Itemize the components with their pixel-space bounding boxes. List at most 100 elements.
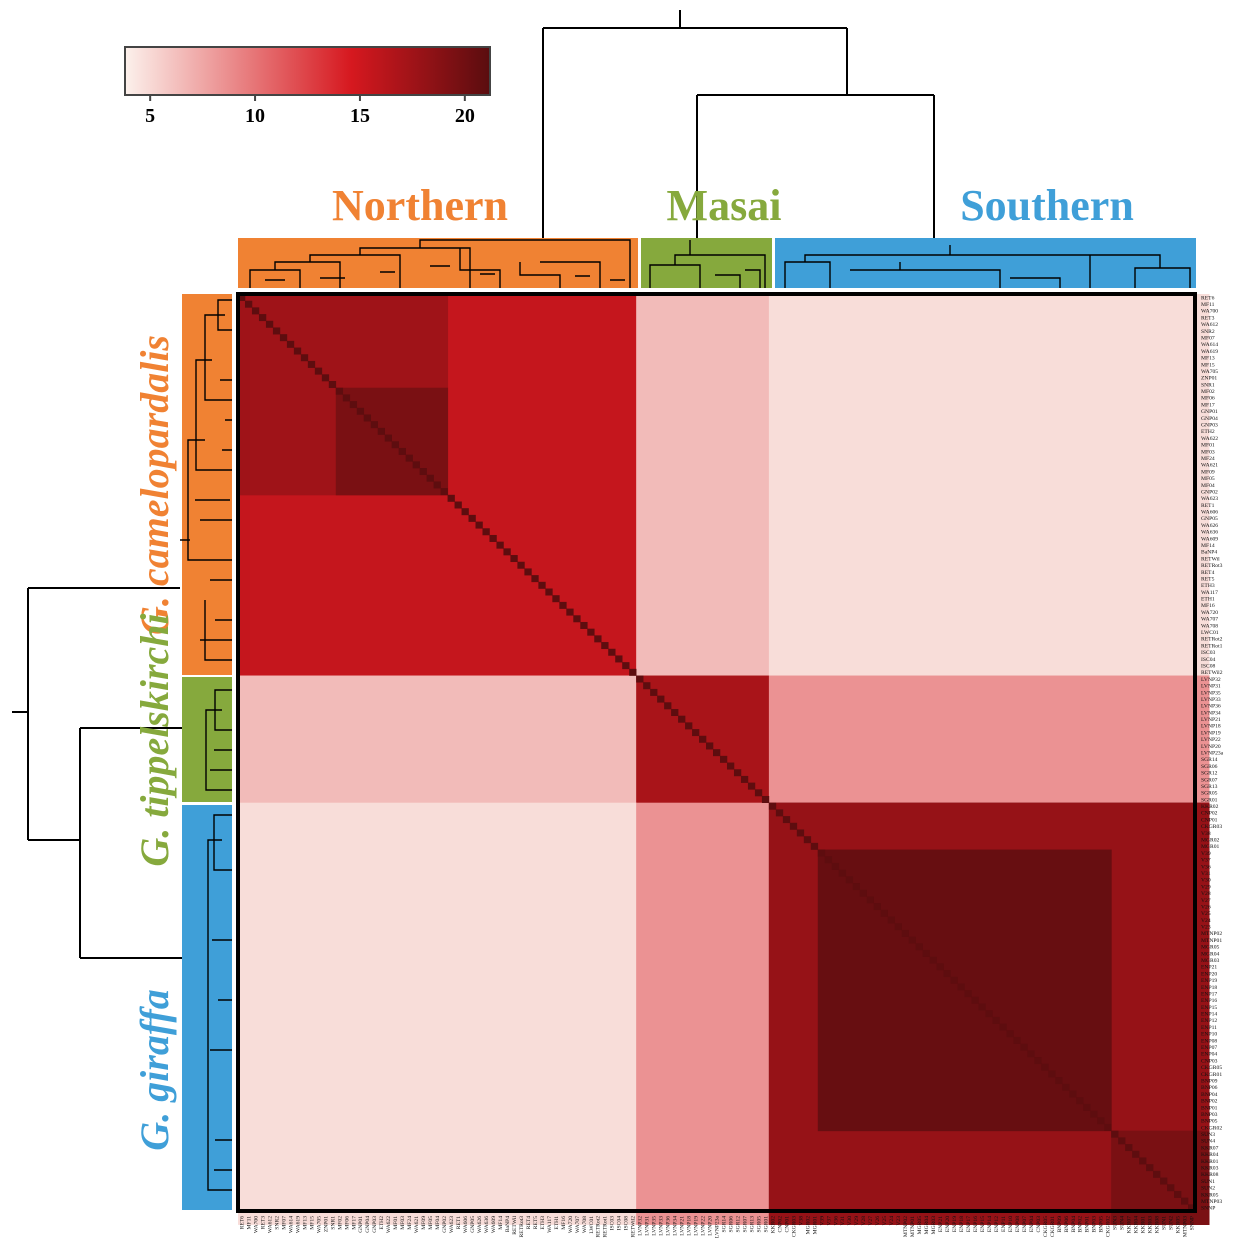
colorbar-gradient	[124, 46, 491, 96]
col-label: MF05	[428, 1216, 434, 1230]
heatmap-diagonal-cell	[524, 568, 532, 576]
row-label: MF03	[1201, 449, 1215, 455]
heatmap-diagonal-cell	[475, 521, 483, 529]
heatmap-diagonal-cell	[258, 314, 267, 322]
heatmap-diagonal-cell	[964, 990, 972, 998]
col-label: V23	[896, 1216, 902, 1226]
col-label: MF13	[302, 1216, 308, 1230]
heatmap-diagonal-cell	[566, 608, 574, 616]
col-label: GNP02	[442, 1216, 448, 1233]
row-label: ETH3	[1201, 583, 1215, 589]
heatmap-diagonal-cell	[782, 816, 791, 824]
col-label: CNP03	[1036, 1216, 1042, 1233]
row-label: MF16	[1201, 603, 1215, 609]
heatmap-diagonal-cell	[594, 635, 602, 643]
heatmap-diagonal-cell	[349, 401, 358, 409]
heatmap-diagonal-cell	[370, 421, 379, 429]
col-label: MGR04	[924, 1216, 930, 1235]
heatmap-diagonal-cell	[873, 903, 881, 911]
row-label: ENP11	[1201, 1025, 1217, 1031]
row-label: GNP01	[1201, 409, 1218, 415]
col-label: MTNP02	[903, 1216, 909, 1237]
row-label: WA606	[1201, 510, 1218, 516]
col-label: SGR07	[742, 1216, 748, 1233]
row-label: SUN1	[1201, 1179, 1215, 1185]
tippelskirchi-species-bar	[182, 677, 232, 802]
col-label: V25	[882, 1216, 888, 1226]
heatmap-diagonal-cell	[761, 796, 770, 804]
heatmap-diagonal-cell	[629, 668, 637, 676]
col-label: MF02	[337, 1216, 343, 1230]
row-label: LVNP33	[1201, 697, 1221, 703]
heatmap-diagonal-cell	[1097, 1117, 1105, 1125]
col-label: MGR05	[917, 1216, 923, 1235]
heatmap-diagonal-cell	[901, 929, 909, 937]
row-label: MGR03	[1201, 958, 1220, 964]
col-label: LVNP23a	[715, 1215, 721, 1238]
heatmap-diagonal-cell	[244, 300, 253, 308]
heatmap-diagonal-cell	[908, 936, 916, 944]
col-label: V26	[875, 1216, 881, 1226]
col-label: MGR02	[805, 1216, 811, 1235]
row-label: GNP04	[1201, 416, 1218, 422]
row-label: BNP06	[1201, 1085, 1218, 1091]
row-label: V27	[1201, 898, 1211, 904]
col-label: RET4	[526, 1216, 532, 1230]
tippelskirchi-species-label: G. tippelskirchi	[132, 613, 177, 866]
row-label: SUN4	[1201, 1139, 1215, 1145]
giraffa-species-label: G. giraffa	[132, 989, 177, 1150]
col-label: MF16	[561, 1216, 567, 1230]
heatmap-diagonal-cell	[342, 394, 351, 402]
row-label: RETWil2	[1201, 670, 1223, 676]
row-label: MGR04	[1201, 951, 1220, 957]
colorbar-tick-label: 15	[350, 105, 370, 127]
heatmap-diagonal-cell	[747, 782, 756, 790]
heatmap-diagonal-cell	[852, 883, 861, 891]
col-label: ENP20	[945, 1216, 951, 1232]
row-label: RETRot1	[1201, 643, 1223, 649]
row-label: V23	[1201, 925, 1211, 931]
row-label: BNP03	[1201, 1112, 1218, 1118]
heatmap-diagonal-cell	[859, 889, 867, 897]
col-label: BNP04	[1071, 1216, 1077, 1233]
heatmap-diagonal-cell	[293, 347, 302, 355]
row-label: LVNP36	[1201, 704, 1221, 710]
heatmap-diagonal-cell	[915, 943, 923, 951]
col-label: SNNP	[1190, 1216, 1196, 1230]
heatmap-diagonal-cell	[1118, 1137, 1126, 1145]
col-label: ENP17	[966, 1216, 972, 1232]
row-label: RET1	[1201, 503, 1215, 509]
row-labels: RET6MF11WA700RET3WA612SNR2MF07WA614WA619…	[1201, 295, 1224, 1211]
heatmap-diagonal-cell	[1111, 1130, 1119, 1138]
heatmap-diagonal-cell	[608, 648, 616, 656]
masai-clade-label: Masai	[667, 181, 782, 230]
row-label: SGR13	[1201, 784, 1218, 790]
row-label: V29	[1201, 884, 1211, 890]
heatmap-diagonal-cell	[356, 407, 365, 415]
col-label: SGR12	[735, 1216, 741, 1233]
row-label: CKGR05	[1201, 1065, 1222, 1071]
heatmap-diagonal-cell	[992, 1016, 1000, 1024]
heatmap-block	[768, 675, 1210, 804]
colorbar-tick-label: 20	[455, 105, 475, 127]
heatmap-diagonal-cell	[971, 996, 979, 1004]
heatmap-diagonal-cell	[1181, 1197, 1189, 1205]
col-label: GNP05	[470, 1216, 476, 1233]
col-label: SGR01	[763, 1216, 769, 1233]
heatmap-diagonal-cell	[936, 963, 944, 971]
heatmap-diagonal-cell	[922, 949, 930, 957]
heatmap-diagonal-cell	[1027, 1050, 1035, 1058]
col-label: MTNP03	[1183, 1216, 1189, 1237]
row-label: RETRot2	[1201, 637, 1223, 643]
row-label: LVNP31	[1201, 684, 1221, 690]
heatmap-diagonal-cell	[824, 856, 833, 864]
heatmap-diagonal-cell	[1083, 1103, 1091, 1111]
row-label: ENP16	[1201, 998, 1217, 1004]
southern-clade-bar	[775, 238, 1196, 288]
heatmap-diagonal-cell	[1055, 1077, 1063, 1085]
row-label: RET4	[1201, 570, 1215, 576]
clade-bars: Northern Masai Southern	[238, 181, 1196, 288]
col-label: ENP14	[987, 1216, 993, 1232]
row-label: LVNP20	[1201, 744, 1221, 750]
heatmap-diagonal-cell	[419, 468, 427, 476]
